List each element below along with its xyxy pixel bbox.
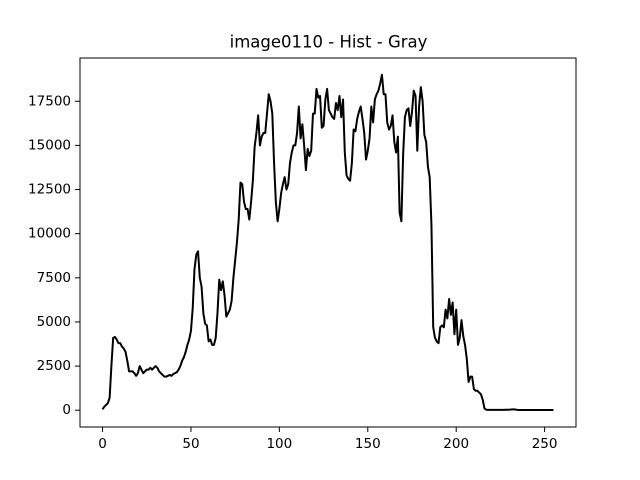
- x-tick-label: 0: [98, 436, 107, 452]
- y-tick-label: 15000: [28, 137, 71, 153]
- x-tick-label: 200: [443, 436, 469, 452]
- chart-title: image0110 - Hist - Gray: [230, 33, 428, 52]
- x-tick-label: 50: [182, 436, 199, 452]
- y-tick-label: 5000: [37, 314, 71, 330]
- plot-frame: [79, 57, 577, 428]
- y-tick-label: 17500: [28, 93, 71, 109]
- x-tick-label: 150: [355, 436, 381, 452]
- y-tick-label: 7500: [37, 270, 71, 286]
- y-tick-label: 12500: [28, 182, 71, 198]
- y-tick-label: 2500: [37, 358, 71, 374]
- y-tick-label: 10000: [28, 226, 71, 242]
- histogram-line: [101, 73, 554, 412]
- x-tick-label: 250: [532, 436, 558, 452]
- x-tick-label: 100: [266, 436, 292, 452]
- y-tick-label: 0: [62, 402, 71, 418]
